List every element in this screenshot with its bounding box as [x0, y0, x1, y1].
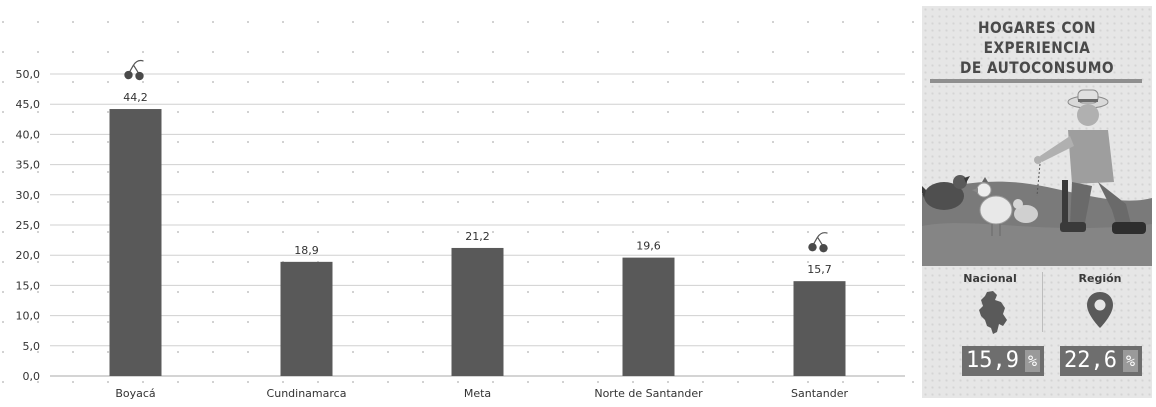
stat-region: Región 22,6 % — [1050, 268, 1150, 398]
y-tick-label: 35,0 — [16, 159, 41, 172]
y-tick-label: 45,0 — [16, 98, 41, 111]
panel-title-line2: DE AUTOCONSUMO — [960, 58, 1114, 77]
x-category-label: Meta — [464, 387, 491, 400]
nacional-value: 15,9 — [966, 348, 1019, 373]
autoconsumo-panel: HOGARES CON EXPERIENCIA DE AUTOCONSUMO — [922, 6, 1152, 398]
region-value: 22,6 — [1064, 348, 1117, 373]
bar-chart: 0,0 5,0 10,0 15,0 20,0 25,0 30,0 35,0 40,0 45,0 50… — [0, 0, 915, 407]
bar — [622, 257, 675, 376]
x-category-label: Norte de Santander — [594, 387, 703, 400]
bar-value-label: 21,2 — [465, 230, 490, 243]
bar-value-label: 44,2 — [123, 91, 148, 104]
bar-value-label: 18,9 — [294, 244, 319, 257]
y-tick-label: 20,0 — [16, 249, 41, 262]
bar — [793, 281, 846, 376]
region-unit: % — [1122, 350, 1139, 372]
x-category-label: Boyacá — [115, 387, 155, 400]
y-tick-label: 10,0 — [16, 310, 41, 323]
region-label: Región — [1078, 272, 1122, 285]
stat-divider — [1042, 272, 1043, 332]
cherry-icon — [808, 232, 828, 253]
nacional-label: Nacional — [963, 272, 1017, 285]
y-tick-label: 0,0 — [23, 370, 41, 383]
region-value-box: 22,6 % — [1060, 346, 1143, 376]
colombia-map-icon — [979, 291, 1007, 334]
stat-nacional: Nacional 15,9 % — [940, 268, 1045, 398]
y-tick-label: 50,0 — [16, 68, 41, 81]
y-tick-label: 30,0 — [16, 189, 41, 202]
farmer-chickens-illustration — [922, 89, 1152, 266]
chart-svg: 0,0 5,0 10,0 15,0 20,0 25,0 30,0 35,0 40,0 45,0 50… — [0, 0, 915, 407]
y-tick-label: 5,0 — [23, 340, 41, 353]
y-tick-label: 40,0 — [16, 128, 41, 141]
y-tick-label: 15,0 — [16, 279, 41, 292]
bar — [451, 247, 504, 376]
y-tick-label: 25,0 — [16, 219, 41, 232]
nacional-value-box: 15,9 % — [962, 346, 1045, 376]
panel-title: HOGARES CON EXPERIENCIA DE AUTOCONSUMO — [938, 18, 1136, 78]
bar — [109, 109, 162, 377]
panel-title-line1: HOGARES CON EXPERIENCIA — [978, 18, 1096, 57]
bar-value-label: 15,7 — [807, 263, 832, 276]
x-category-label: Cundinamarca — [267, 387, 347, 400]
bar — [280, 261, 333, 376]
nacional-unit: % — [1024, 350, 1041, 372]
location-pin-icon — [1087, 292, 1113, 328]
x-category-label: Santander — [791, 387, 848, 400]
cherry-icon — [124, 59, 144, 81]
panel-divider — [930, 79, 1142, 83]
bar-value-label: 19,6 — [636, 240, 661, 253]
